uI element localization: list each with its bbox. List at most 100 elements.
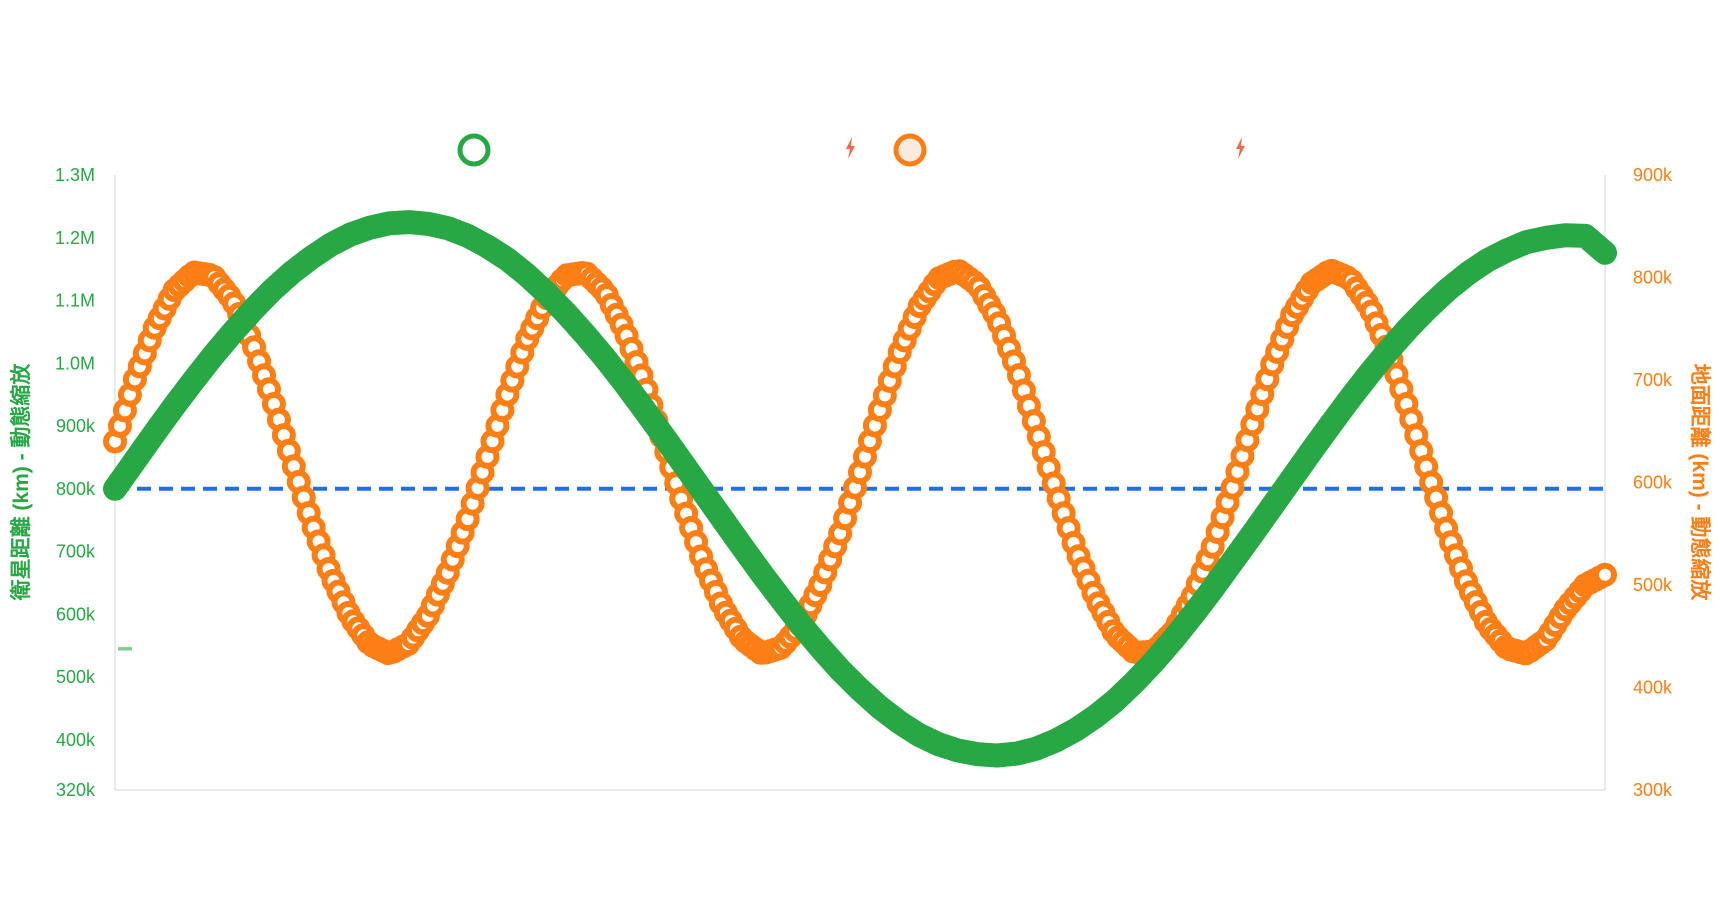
left-tick-label: 600k bbox=[56, 604, 96, 624]
satellite-distance-point bbox=[799, 622, 804, 627]
satellite-distance-point bbox=[328, 242, 333, 247]
satellite-distance-point bbox=[348, 232, 353, 237]
right-tick-label: 600k bbox=[1633, 473, 1673, 493]
left-tick-label: 900k bbox=[56, 416, 96, 436]
satellite-distance-point bbox=[1406, 325, 1411, 330]
satellite-distance-point bbox=[1230, 559, 1235, 564]
left-tick-label: 800k bbox=[56, 479, 96, 499]
left-tick-label: 1.1M bbox=[55, 291, 95, 311]
satellite-distance-point bbox=[1112, 698, 1117, 703]
left-tick-label: 1.3M bbox=[55, 165, 95, 185]
lightning-icon bbox=[1236, 137, 1245, 159]
satellite-distance-point bbox=[877, 705, 882, 710]
satellite-distance-point bbox=[544, 290, 549, 295]
satellite-distance-point bbox=[897, 720, 902, 725]
right-axis-title: 地面距離 (km) - 動態縮放 bbox=[1688, 364, 1712, 602]
satellite-distance-point bbox=[1014, 751, 1019, 756]
satellite-distance-point bbox=[956, 748, 961, 753]
satellite-distance-point bbox=[681, 462, 686, 467]
satellite-distance-point bbox=[309, 255, 314, 260]
satellite-distance-point bbox=[211, 353, 216, 358]
satellite-distance-point bbox=[269, 288, 274, 293]
legend-ring-marker bbox=[457, 133, 491, 167]
satellite-distance-point bbox=[485, 244, 490, 249]
satellite-distance-point bbox=[1544, 235, 1549, 240]
satellite-distance-point bbox=[1171, 636, 1176, 641]
satellite-distance-point bbox=[1191, 612, 1196, 617]
left-axis-title: 衛星距離 (km) - 動態縮放 bbox=[9, 363, 33, 602]
legend bbox=[457, 133, 1245, 167]
legend-ring-marker bbox=[893, 133, 927, 167]
plot-area bbox=[103, 210, 1617, 768]
satellite-distance-point bbox=[1504, 248, 1509, 253]
satellite-distance-point bbox=[1426, 305, 1431, 310]
satellite-distance-point bbox=[367, 225, 372, 230]
right-tick-label: 500k bbox=[1633, 575, 1673, 595]
satellite-distance-point bbox=[1034, 746, 1039, 751]
left-tick-label: 320k bbox=[56, 780, 96, 800]
satellite-distance-point bbox=[779, 597, 784, 602]
satellite-distance-point bbox=[1073, 727, 1078, 732]
satellite-distance-point bbox=[563, 311, 568, 316]
satellite-distance-point bbox=[446, 226, 451, 231]
satellite-distance-point bbox=[1093, 714, 1098, 719]
ground-distance-point bbox=[1593, 562, 1617, 587]
satellite-distance-point bbox=[995, 753, 1000, 758]
satellite-distance-point bbox=[1269, 504, 1274, 509]
satellite-distance-point bbox=[1603, 250, 1607, 255]
satellite-distance-point bbox=[720, 517, 725, 522]
satellite-distance-point bbox=[622, 381, 627, 386]
satellite-distance-point bbox=[1367, 371, 1372, 376]
series-satellite-distance bbox=[103, 210, 1617, 768]
satellite-distance-point bbox=[1308, 449, 1313, 454]
satellite-distance-point bbox=[603, 356, 608, 361]
satellite-distance-point bbox=[289, 270, 294, 275]
left-tick-label: 400k bbox=[56, 730, 96, 750]
satellite-distance-point bbox=[426, 221, 431, 226]
satellite-distance-point bbox=[1054, 738, 1059, 743]
satellite-distance-point bbox=[701, 489, 706, 494]
satellite-distance-point bbox=[1563, 233, 1568, 238]
lightning-icon bbox=[846, 137, 855, 159]
satellite-distance-point bbox=[387, 221, 392, 226]
right-tick-labels: 300k 400k 500k 600k 700k 800k 900k bbox=[1633, 165, 1673, 800]
satellite-distance-point bbox=[152, 431, 157, 436]
satellite-distance-point bbox=[1250, 532, 1255, 537]
left-tick-label: 700k bbox=[56, 542, 96, 562]
right-tick-label: 800k bbox=[1633, 268, 1673, 288]
satellite-distance-point bbox=[661, 434, 666, 439]
right-tick-label: 700k bbox=[1633, 370, 1673, 390]
satellite-distance-point bbox=[1446, 287, 1451, 292]
satellite-distance-point bbox=[407, 220, 412, 225]
satellite-distance-point bbox=[1210, 586, 1215, 591]
satellite-distance-point bbox=[465, 233, 470, 238]
left-tick-label: 1.0M bbox=[55, 353, 95, 373]
satellite-distance-point bbox=[936, 742, 941, 747]
satellite-distance-point bbox=[1328, 422, 1333, 427]
right-tick-label: 900k bbox=[1633, 165, 1673, 185]
satellite-distance-point bbox=[858, 687, 862, 692]
left-tick-label: 1.2M bbox=[55, 228, 95, 248]
satellite-distance-point bbox=[113, 486, 117, 491]
satellite-distance-point bbox=[230, 330, 235, 335]
satellite-distance-point bbox=[1387, 347, 1392, 352]
satellite-distance-point bbox=[524, 272, 529, 277]
left-tick-label: 500k bbox=[56, 667, 96, 687]
satellite-distance-point bbox=[818, 646, 823, 651]
series-ground-distance bbox=[103, 258, 1617, 666]
satellite-distance-point bbox=[171, 404, 176, 409]
satellite-distance-point bbox=[1485, 258, 1490, 263]
satellite-distance-point bbox=[740, 545, 745, 550]
satellite-distance-point bbox=[132, 459, 137, 464]
right-tick-label: 400k bbox=[1633, 678, 1673, 698]
satellite-distance-point bbox=[191, 378, 196, 383]
right-tick-label: 300k bbox=[1633, 780, 1673, 800]
left-tick-labels: 320k 400k 500k 600k 700k 800k 900k 1.0M 1.1M 1.2M… bbox=[55, 165, 96, 800]
satellite-distance-point bbox=[1152, 659, 1157, 664]
satellite-distance-point bbox=[1289, 477, 1294, 482]
satellite-distance-point bbox=[505, 257, 510, 262]
satellite-distance-point bbox=[1524, 240, 1529, 245]
satellite-distance-point bbox=[975, 752, 980, 757]
satellite-distance-point bbox=[759, 572, 764, 577]
